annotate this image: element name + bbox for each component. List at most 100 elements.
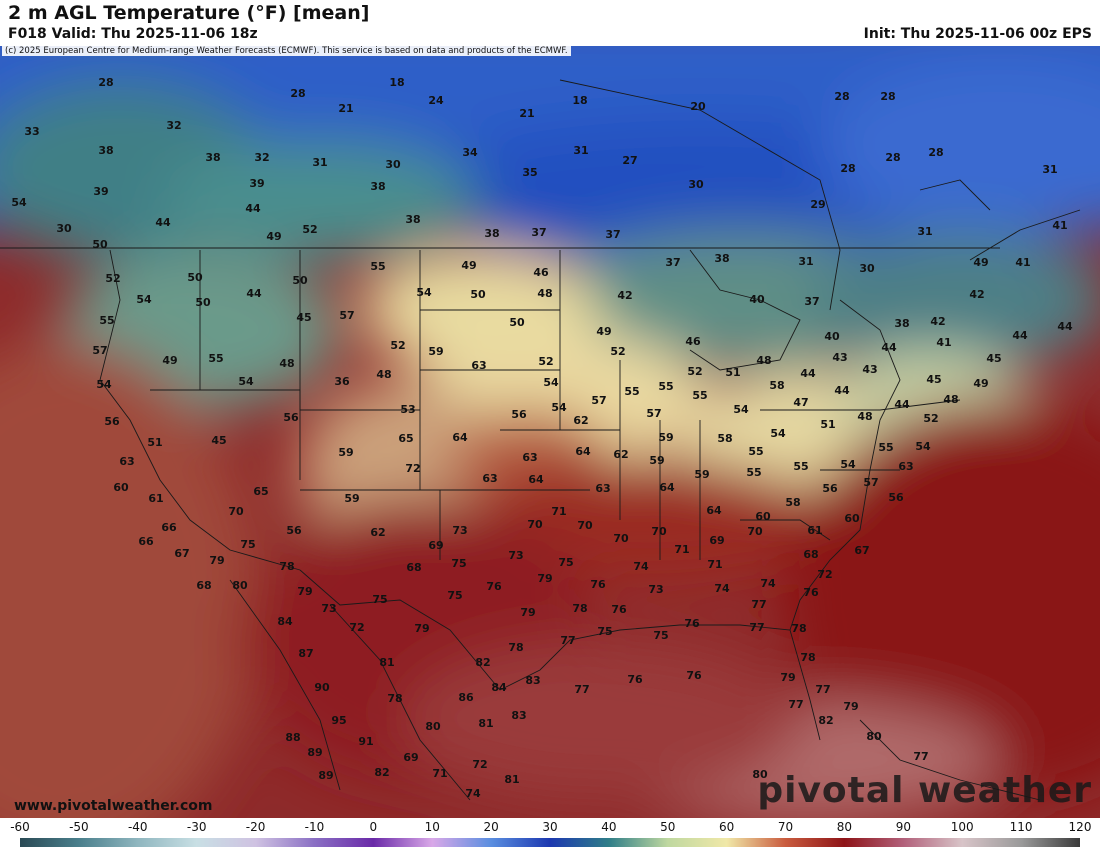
temperature-label: 37 <box>531 226 546 239</box>
temperature-label: 42 <box>930 315 945 328</box>
temperature-label: 38 <box>98 144 113 157</box>
temperature-label: 40 <box>824 330 840 343</box>
map-title: 2 m AGL Temperature (°F) [mean] <box>8 2 370 24</box>
temperature-label: 79 <box>414 622 429 635</box>
temperature-label: 48 <box>376 368 391 381</box>
temperature-label: 28 <box>880 90 895 103</box>
temperature-label: 63 <box>898 460 913 473</box>
temperature-label: 79 <box>843 700 858 713</box>
temperature-label: 31 <box>312 156 327 169</box>
temperature-label: 56 <box>104 415 120 428</box>
temperature-label: 34 <box>462 146 478 159</box>
temperature-label: 63 <box>595 482 610 495</box>
temperature-label: 95 <box>331 714 346 727</box>
temperature-label: 44 <box>155 216 171 229</box>
temperature-label: 77 <box>749 621 764 634</box>
temperature-label: 52 <box>390 339 405 352</box>
temperature-label: 76 <box>627 673 643 686</box>
temperature-label: 55 <box>878 441 893 454</box>
temperature-label: 69 <box>403 751 418 764</box>
brand-watermark: pivotal weather <box>757 770 1092 811</box>
temperature-label: 30 <box>385 158 401 171</box>
temperature-label: 63 <box>471 359 486 372</box>
colorbar-tick-label: 60 <box>719 820 734 834</box>
temperature-label: 71 <box>432 767 447 780</box>
temperature-label: 81 <box>478 717 493 730</box>
boundary-lines <box>0 79 1081 801</box>
temperature-label: 54 <box>840 458 856 471</box>
temperature-label: 55 <box>370 260 385 273</box>
temperature-label: 57 <box>339 309 354 322</box>
temperature-label: 37 <box>665 256 680 269</box>
temperature-label: 65 <box>253 485 268 498</box>
temperature-label: 31 <box>573 144 588 157</box>
temperature-label: 49 <box>973 256 988 269</box>
temperature-label: 79 <box>520 606 535 619</box>
colorbar-tick-label: 110 <box>1010 820 1033 834</box>
temperature-label: 55 <box>746 466 761 479</box>
temperature-label: 79 <box>297 585 312 598</box>
temperature-label: 38 <box>714 252 729 265</box>
temperature-label: 31 <box>798 255 813 268</box>
temperature-label: 80 <box>752 768 768 781</box>
temperature-label: 50 <box>187 271 203 284</box>
temperature-label: 45 <box>296 311 311 324</box>
temperature-label: 69 <box>709 534 724 547</box>
colorbar-tick-label: 20 <box>483 820 498 834</box>
colorbar-tick-label: 80 <box>837 820 852 834</box>
temperature-label: 56 <box>511 408 527 421</box>
temperature-label: 64 <box>528 473 544 486</box>
temperature-label: 50 <box>509 316 525 329</box>
temperature-label: 58 <box>769 379 784 392</box>
temperature-label: 49 <box>596 325 611 338</box>
temperature-label: 56 <box>286 524 302 537</box>
temperature-label: 79 <box>780 671 795 684</box>
colorbar-tick-label: 40 <box>601 820 616 834</box>
temperature-label: 37 <box>804 295 819 308</box>
temperature-label: 61 <box>807 524 822 537</box>
temperature-label: 82 <box>374 766 389 779</box>
colorbar-tick-label: -30 <box>187 820 207 834</box>
temperature-label: 45 <box>211 434 226 447</box>
temperature-label: 82 <box>818 714 833 727</box>
temperature-label: 38 <box>205 151 220 164</box>
header: 2 m AGL Temperature (°F) [mean] F018 Val… <box>0 0 1100 46</box>
temperature-label: 45 <box>986 352 1001 365</box>
temperature-label: 28 <box>98 76 113 89</box>
temperature-label: 80 <box>866 730 882 743</box>
temperature-label: 50 <box>292 274 308 287</box>
website-url[interactable]: www.pivotalweather.com <box>14 798 213 814</box>
temperature-label: 52 <box>610 345 625 358</box>
temperature-label: 76 <box>803 586 819 599</box>
temperature-label: 28 <box>834 90 849 103</box>
temperature-label: 40 <box>749 293 765 306</box>
temperature-label: 74 <box>465 787 481 800</box>
temperature-label: 83 <box>511 709 526 722</box>
temperature-label: 30 <box>859 262 875 275</box>
temperature-label: 52 <box>687 365 702 378</box>
temperature-labels: 28 18 28 24 21 21 18 20 28 28 33 32 38 38 32 31 30 34 31 27… <box>11 76 1073 800</box>
temperature-label: 59 <box>344 492 359 505</box>
temperature-label: 44 <box>1057 320 1073 333</box>
temperature-label: 86 <box>458 691 474 704</box>
temperature-label: 50 <box>195 296 211 309</box>
temperature-label: 44 <box>1012 329 1028 342</box>
temperature-field <box>0 46 1100 818</box>
temperature-label: 68 <box>406 561 421 574</box>
temperature-label: 44 <box>800 367 816 380</box>
temperature-label: 62 <box>370 526 385 539</box>
temperature-label: 52 <box>923 412 938 425</box>
temperature-label: 61 <box>148 492 163 505</box>
temperature-label: 38 <box>370 180 385 193</box>
copyright-notice: (c) 2025 European Centre for Medium-rang… <box>2 46 571 56</box>
temperature-label: 38 <box>894 317 909 330</box>
temperature-label: 78 <box>508 641 523 654</box>
temperature-label: 38 <box>405 213 420 226</box>
temperature-label: 44 <box>246 287 262 300</box>
temperature-map: 28 18 28 24 21 21 18 20 28 28 33 32 38 38 32 31 30 34 31 27… <box>0 46 1100 818</box>
temperature-label: 32 <box>254 151 269 164</box>
temperature-label: 39 <box>249 177 264 190</box>
temperature-label: 55 <box>748 445 763 458</box>
temperature-label: 73 <box>321 602 336 615</box>
temperature-label: 47 <box>793 396 808 409</box>
